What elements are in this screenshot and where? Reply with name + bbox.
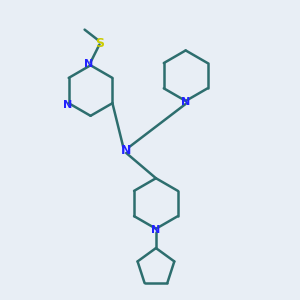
Text: N: N	[151, 225, 160, 235]
Text: S: S	[95, 37, 104, 50]
Text: N: N	[63, 100, 72, 110]
Text: N: N	[84, 59, 94, 69]
Text: N: N	[121, 143, 131, 157]
Text: N: N	[181, 98, 190, 107]
